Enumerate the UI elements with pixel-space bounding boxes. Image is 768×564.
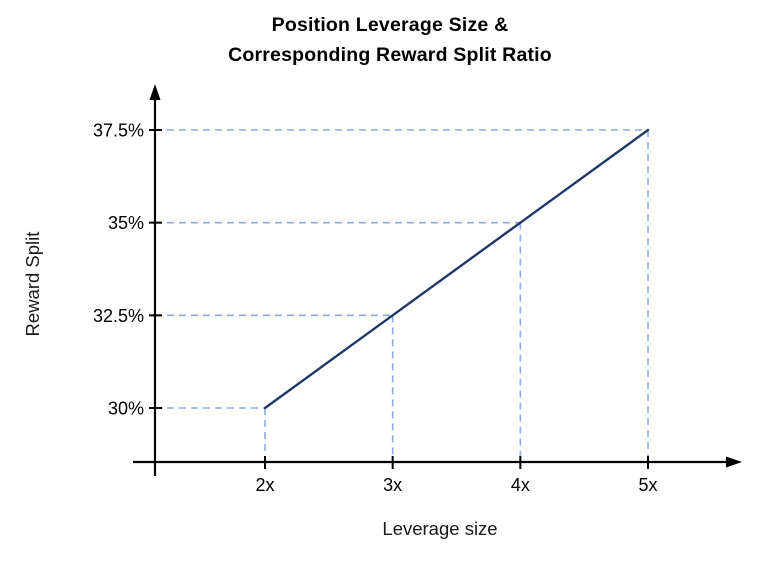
y-tick-label-35%: 35% (108, 213, 144, 233)
y-tick-label-37.5%: 37.5% (93, 120, 144, 140)
y-tick-label-32.5%: 32.5% (93, 306, 144, 326)
chart-title-line2: Corresponding Reward Split Ratio (228, 44, 552, 66)
x-tick-label-4x: 4x (511, 475, 530, 495)
x-tick-label-2x: 2x (255, 475, 274, 495)
chart-title-line1: Position Leverage Size & (271, 14, 509, 36)
y-axis-title: Reward Split (22, 231, 43, 337)
x-axis-arrowhead (726, 456, 742, 468)
x-axis-title: Leverage size (382, 518, 498, 539)
data-line (263, 128, 650, 410)
chart-title: Position Leverage Size & Corresponding R… (0, 10, 768, 70)
x-tick-label-5x: 5x (639, 475, 658, 495)
y-axis-arrowhead (149, 84, 161, 100)
x-tick-label-3x: 3x (383, 475, 402, 495)
y-tick-label-30%: 30% (108, 399, 144, 419)
chart-title-lines: Position Leverage Size & Corresponding R… (228, 10, 552, 70)
